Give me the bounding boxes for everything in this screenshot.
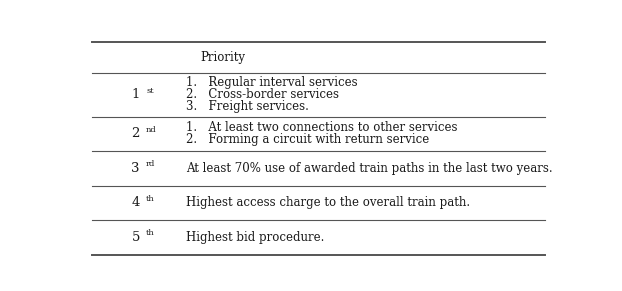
Text: 2.   Forming a circuit with return service: 2. Forming a circuit with return service	[186, 134, 429, 146]
Text: 3: 3	[131, 162, 140, 175]
Text: 5: 5	[131, 231, 140, 244]
Text: Priority: Priority	[201, 51, 246, 64]
Text: rd: rd	[146, 160, 156, 168]
Text: st: st	[146, 86, 154, 95]
Text: 1.   Regular interval services: 1. Regular interval services	[186, 77, 358, 89]
Text: 1.   At least two connections to other services: 1. At least two connections to other ser…	[186, 121, 458, 134]
Text: th: th	[146, 195, 155, 203]
Text: Highest access charge to the overall train path.: Highest access charge to the overall tra…	[186, 196, 470, 209]
Text: nd: nd	[146, 126, 157, 134]
Text: 2.   Cross-border services: 2. Cross-border services	[186, 88, 339, 101]
Text: At least 70% use of awarded train paths in the last two years.: At least 70% use of awarded train paths …	[186, 162, 553, 175]
Text: 2: 2	[131, 127, 140, 140]
Text: 3.   Freight services.: 3. Freight services.	[186, 100, 309, 113]
Text: th: th	[146, 229, 155, 237]
Text: Highest bid procedure.: Highest bid procedure.	[186, 231, 325, 244]
Text: 4: 4	[131, 196, 140, 209]
Text: 1: 1	[131, 88, 140, 101]
